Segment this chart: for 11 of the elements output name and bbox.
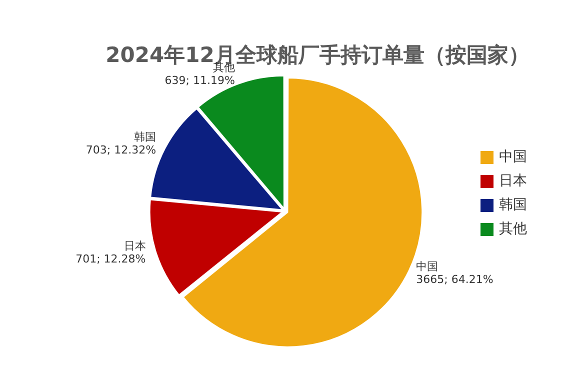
data-label: 639; 11.19% <box>164 74 235 87</box>
legend-label: 日本 <box>499 173 527 190</box>
data-label: 701; 12.28% <box>76 252 146 266</box>
data-label: 3665; 64.21% <box>416 273 494 286</box>
slice-label: 韩国 <box>134 130 156 144</box>
slice-label: 日本 <box>124 239 146 252</box>
slice-label: 中国 <box>416 260 438 274</box>
data-label: 703; 12.32% <box>86 143 156 156</box>
legend-label: 其他 <box>499 221 527 238</box>
legend-label: 中国 <box>499 149 527 166</box>
legend-label: 韩国 <box>499 197 527 214</box>
